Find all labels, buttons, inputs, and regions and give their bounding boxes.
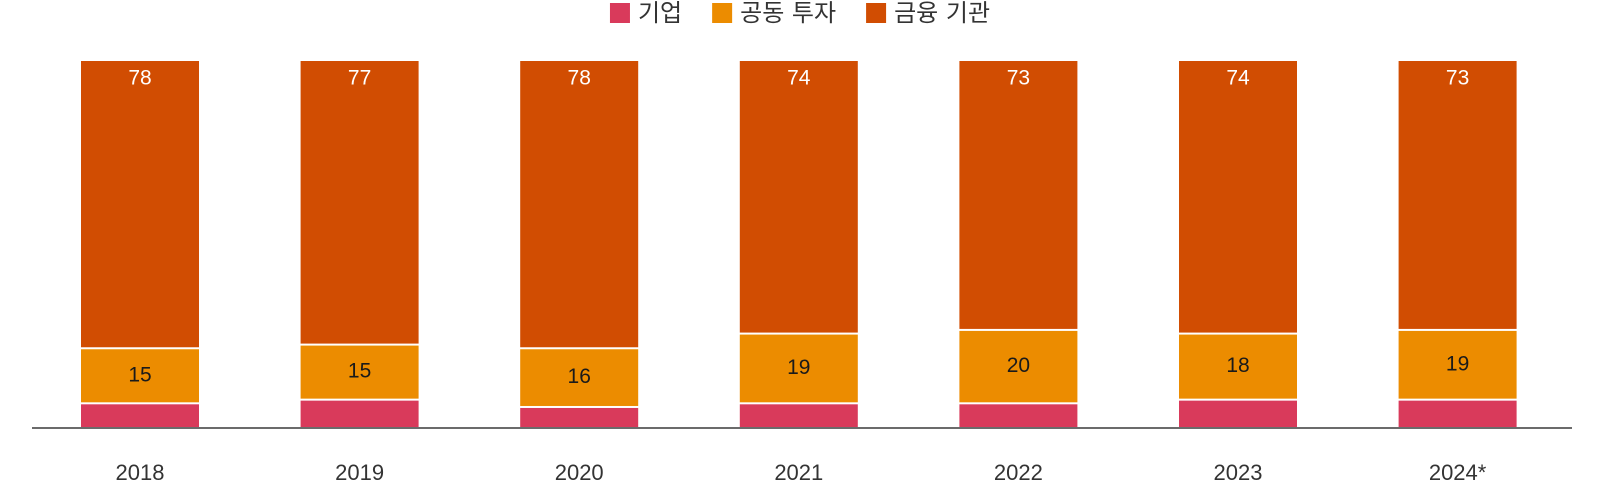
data-label-3-2023: 74 (1226, 67, 1250, 90)
x-tick-labels: 2018 2019 2020 2021 2022 2023 2024* (116, 460, 1487, 485)
legend-label-1: 기업 (638, 0, 682, 27)
legend-item-3: 금융 기관 (866, 0, 990, 27)
x-tick-label-2020: 2020 (555, 460, 604, 485)
bar-segment-1-2023 (1179, 400, 1297, 428)
bar-segment-2-2022 (959, 330, 1078, 403)
x-tick-label-2021: 2021 (774, 460, 823, 485)
data-label-3-2018: 78 (128, 67, 151, 90)
data-label-2-2023: 18 (1226, 354, 1249, 377)
legend-item-1: 기업 (609, 0, 682, 27)
bar-segment-2-2023 (1179, 334, 1297, 399)
bar-segment-3-2020 (520, 61, 639, 348)
data-label-3-2022: 73 (1007, 67, 1030, 90)
legend: 기업 공동 투자 금융 기관 (609, 0, 990, 27)
bar-segment-3-2023 (1179, 61, 1297, 333)
data-label-2-2018: 15 (128, 363, 151, 386)
bar-segment-1-2021 (739, 404, 858, 428)
data-label-3-2024: 73 (1446, 67, 1469, 90)
data-label-2-2020: 16 (568, 365, 591, 388)
bar-segment-3-2022 (959, 61, 1078, 329)
legend-label-3: 금융 기관 (894, 0, 990, 27)
data-label-2-2022: 20 (1007, 354, 1030, 377)
data-label-2-2021: 19 (787, 356, 810, 379)
bar-segment-3-2019 (300, 61, 419, 344)
bar-segment-1-2019 (300, 400, 419, 428)
bar-segment-2-2019 (300, 345, 419, 399)
bar-segment-1-2020 (520, 407, 639, 428)
bar-segment-2-2021 (739, 334, 858, 403)
legend-item-2: 공동 투자 (712, 0, 836, 27)
x-tick-label-2023: 2023 (1214, 460, 1263, 485)
bar-segment-3-2021 (739, 61, 858, 333)
legend-label-2: 공동 투자 (740, 0, 836, 27)
data-label-3-2019: 77 (348, 67, 371, 90)
bar-segment-1-2022 (959, 404, 1078, 428)
bars: 15 78 15 77 16 78 19 74 20 73 18 74 19 73 (81, 61, 1517, 428)
x-tick-label-2024: 2024* (1429, 460, 1487, 485)
bar-segment-1-2018 (81, 404, 199, 428)
data-label-2-2019: 15 (348, 360, 371, 383)
bar-segment-3-2024 (1398, 61, 1517, 329)
legend-swatch-3 (866, 3, 887, 23)
x-tick-label-2018: 2018 (116, 460, 165, 485)
x-tick-label-2022: 2022 (994, 460, 1043, 485)
bar-segment-1-2024 (1398, 400, 1517, 428)
data-label-3-2021: 74 (787, 67, 811, 90)
data-label-3-2020: 78 (568, 67, 591, 90)
bar-segment-2-2018 (81, 349, 199, 403)
bar-segment-2-2024 (1398, 330, 1517, 399)
legend-swatch-2 (712, 3, 733, 23)
x-tick-label-2019: 2019 (335, 460, 384, 485)
bar-segment-3-2018 (81, 61, 199, 348)
data-label-2-2024: 19 (1446, 352, 1469, 375)
bar-segment-2-2020 (520, 349, 639, 406)
legend-swatch-1 (609, 3, 630, 23)
